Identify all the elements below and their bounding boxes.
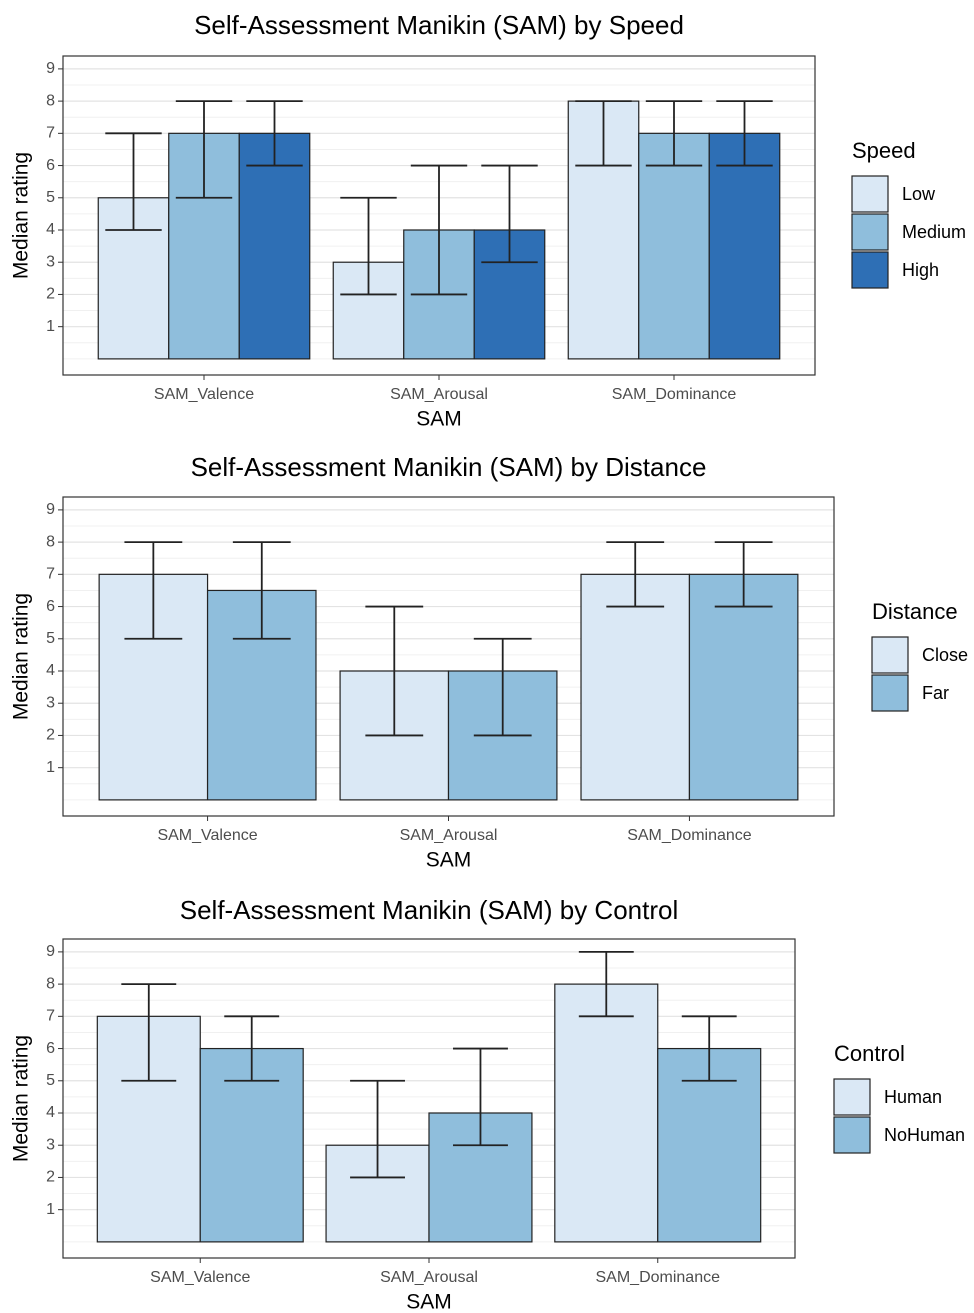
error-bar xyxy=(606,541,665,608)
bar xyxy=(238,132,311,360)
legend-label: NoHuman xyxy=(884,1125,965,1145)
error-bar xyxy=(453,1047,508,1147)
y-tick-label: 6 xyxy=(46,598,55,615)
y-tick-label: 8 xyxy=(46,975,55,992)
chart-title: Self-Assessment Manikin (SAM) by Distanc… xyxy=(191,452,707,482)
y-tick-label: 6 xyxy=(46,157,55,174)
error-bar xyxy=(714,541,773,608)
x-axis-title: SAM xyxy=(416,408,462,431)
y-tick-label: 9 xyxy=(46,501,55,518)
x-tick-label: SAM_Dominance xyxy=(627,827,752,844)
x-tick-label: SAM_Valence xyxy=(154,386,254,403)
legend-key xyxy=(871,636,909,674)
legend-key xyxy=(851,175,889,213)
y-tick-label: 4 xyxy=(46,1104,55,1121)
x-tick-label: SAM_Dominance xyxy=(596,1269,721,1286)
y-tick-label: 8 xyxy=(46,533,55,550)
x-tick-label: SAM_Arousal xyxy=(380,1269,478,1286)
y-tick-label: 9 xyxy=(46,943,55,960)
error-bar xyxy=(246,100,303,167)
y-tick-label: 1 xyxy=(46,318,55,335)
y-tick-label: 1 xyxy=(46,759,55,776)
bar xyxy=(580,573,691,801)
y-tick-label: 5 xyxy=(46,630,55,647)
legend-key xyxy=(871,674,909,712)
x-tick-label: SAM_Valence xyxy=(150,1269,250,1286)
error-bar xyxy=(121,983,177,1082)
x-tick-label: SAM_Arousal xyxy=(390,386,488,403)
legend-label: Far xyxy=(922,683,949,703)
x-axis-title: SAM xyxy=(426,849,472,872)
y-tick-label: 4 xyxy=(46,221,55,238)
y-tick-label: 8 xyxy=(46,92,55,109)
y-tick-label: 3 xyxy=(46,253,55,270)
error-bar xyxy=(224,1015,280,1082)
legend-title: Distance xyxy=(872,599,958,624)
y-tick-label: 2 xyxy=(46,1169,55,1186)
chart-title: Self-Assessment Manikin (SAM) by Control xyxy=(180,895,678,925)
error-bar xyxy=(681,1015,737,1082)
legend-title: Speed xyxy=(852,138,916,163)
x-axis-title: SAM xyxy=(406,1291,452,1313)
error-bar xyxy=(575,100,632,167)
error-bar xyxy=(175,100,233,199)
y-tick-label: 5 xyxy=(46,1072,55,1089)
error-bar xyxy=(105,132,162,231)
y-tick-label: 7 xyxy=(46,1008,55,1025)
x-tick-label: SAM_Valence xyxy=(157,827,257,844)
legend-key xyxy=(833,1116,871,1154)
error-bar xyxy=(578,950,634,1018)
legend-label: Low xyxy=(902,184,936,204)
x-tick-label: SAM_Dominance xyxy=(612,386,737,403)
legend-label: High xyxy=(902,260,939,280)
legend-title: Control xyxy=(834,1041,905,1066)
y-tick-label: 7 xyxy=(46,566,55,583)
legend-key xyxy=(851,213,889,251)
y-axis-title: Median rating xyxy=(10,152,33,279)
bar xyxy=(708,132,781,360)
y-tick-label: 6 xyxy=(46,1040,55,1057)
y-axis-title: Median rating xyxy=(10,593,33,720)
y-tick-label: 5 xyxy=(46,189,55,206)
error-bar xyxy=(473,637,532,737)
legend-label: Medium xyxy=(902,222,966,242)
chart-title: Self-Assessment Manikin (SAM) by Speed xyxy=(194,10,684,40)
legend-label: Close xyxy=(922,645,968,665)
y-tick-label: 7 xyxy=(46,125,55,142)
error-bar xyxy=(645,100,703,167)
y-tick-label: 4 xyxy=(46,662,55,679)
y-tick-label: 3 xyxy=(46,694,55,711)
legend-key xyxy=(851,251,889,289)
error-bar xyxy=(350,1079,405,1179)
y-axis-title: Median rating xyxy=(10,1035,33,1162)
error-bar xyxy=(340,196,397,296)
error-bar xyxy=(481,164,538,264)
bar xyxy=(554,983,659,1243)
legend-label: Human xyxy=(884,1087,942,1107)
y-tick-label: 1 xyxy=(46,1201,55,1218)
error-bar xyxy=(410,164,468,296)
x-tick-label: SAM_Arousal xyxy=(400,827,498,844)
y-tick-label: 2 xyxy=(46,286,55,303)
error-bar xyxy=(124,541,183,640)
bar xyxy=(638,132,710,360)
y-tick-label: 3 xyxy=(46,1136,55,1153)
bar xyxy=(688,573,799,801)
error-bar xyxy=(232,541,291,640)
y-tick-label: 9 xyxy=(46,60,55,77)
y-tick-label: 2 xyxy=(46,727,55,744)
error-bar xyxy=(716,100,773,167)
legend-key xyxy=(833,1078,871,1116)
error-bar xyxy=(365,605,424,737)
